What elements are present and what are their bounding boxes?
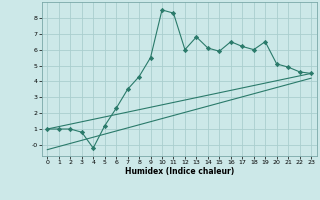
X-axis label: Humidex (Indice chaleur): Humidex (Indice chaleur) [124, 167, 234, 176]
